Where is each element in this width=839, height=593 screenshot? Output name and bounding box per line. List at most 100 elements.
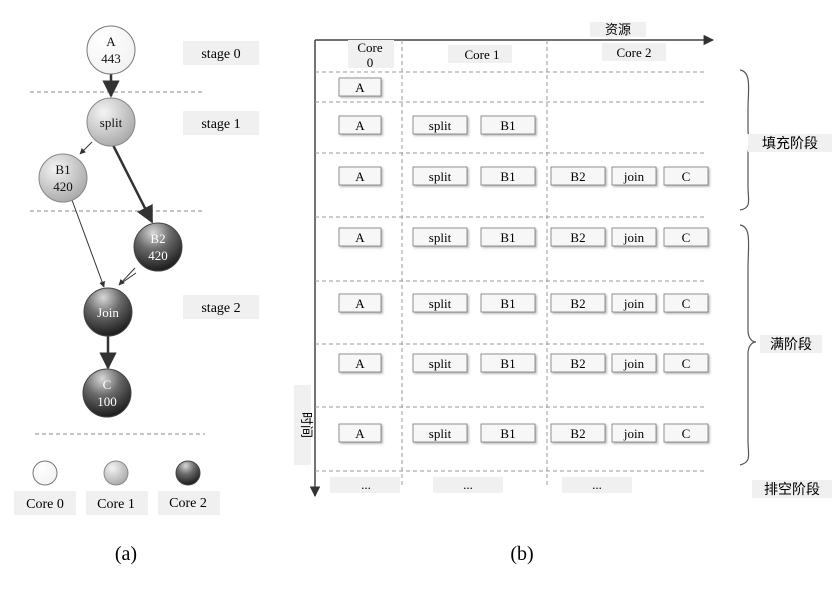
task-cell-b2: B2 (550, 166, 606, 186)
task-cell-box (611, 423, 657, 443)
ellipsis-core0: ... (361, 477, 371, 492)
ellipsis-core1: ... (463, 477, 473, 492)
legend-core1-label: Core 1 (97, 497, 135, 512)
edge-b1-join (71, 199, 105, 288)
task-cell-c: C (663, 166, 709, 186)
task-cell-b1: B1 (480, 423, 536, 443)
task-cell-a: A (338, 353, 382, 373)
task-cell-label: C (682, 296, 691, 311)
task-cell-label: C (682, 426, 691, 441)
legend-core0-swatch (32, 460, 58, 486)
task-cell-box (550, 293, 606, 313)
task-cell-box (338, 166, 382, 186)
node-c-value: 100 (97, 394, 117, 409)
edge-split-b2 (111, 144, 154, 224)
task-cell-label: A (355, 356, 365, 371)
task-cell-label: B1 (500, 118, 515, 133)
task-cell-box (412, 166, 468, 186)
task-cell-label: B2 (570, 356, 585, 371)
node-join-name: Join (97, 305, 119, 320)
caption-b: (b) (510, 543, 533, 565)
task-cell-label: C (682, 230, 691, 245)
task-cell-label: B1 (500, 356, 515, 371)
task-cell-box (338, 227, 382, 247)
caption-a: (a) (115, 543, 137, 565)
panel-a: stage 0 stage 1 stage 2 A 443 split B1 4… (14, 25, 259, 565)
task-cell-box (611, 227, 657, 247)
task-cell-label: C (682, 356, 691, 371)
task-cell-label: A (355, 296, 365, 311)
task-cell-label: A (355, 80, 365, 95)
phase-drain-label: 排空阶段 (764, 482, 820, 498)
task-cell-b1: B1 (480, 166, 536, 186)
task-cell-box (663, 353, 709, 373)
task-cell-c: C (663, 293, 709, 313)
task-cell-label: C (682, 169, 691, 184)
legend-core2-swatch (175, 460, 201, 486)
node-b1: B1 420 (38, 153, 88, 203)
node-join: Join (83, 287, 133, 337)
time-axis-label: 时间 (299, 412, 314, 438)
task-cell-label: A (355, 426, 365, 441)
schedule-cells: A A split B1 A split B1 B2 join C A split B1 B2 join C A… (338, 77, 709, 443)
stage-label-box (183, 295, 259, 319)
task-cell-b1: B1 (480, 227, 536, 247)
task-cell-box (480, 227, 536, 247)
task-cell-box (611, 166, 657, 186)
brace-full-phase (739, 224, 757, 466)
task-cell-label: B2 (570, 426, 585, 441)
task-cell-split: split (412, 423, 468, 443)
task-cell-box (338, 423, 382, 443)
edge-split-b1 (79, 141, 93, 155)
resource-axis-label: 资源 (605, 22, 631, 37)
col-header-core0-word: Core (357, 40, 383, 55)
stage-0-label: stage 0 (201, 47, 240, 62)
col-header-core2: Core 2 (616, 45, 651, 60)
task-cell-box (480, 293, 536, 313)
task-cell-box (338, 293, 382, 313)
task-cell-label: B2 (570, 169, 585, 184)
edge-b2-join-arrow (118, 267, 136, 286)
task-cell-box (480, 115, 536, 135)
task-cell-a: A (338, 166, 382, 186)
node-b2: B2 420 (133, 222, 183, 272)
stage-1-label: stage 1 (201, 117, 240, 132)
task-cell-a: A (338, 293, 382, 313)
task-cell-label: A (355, 230, 365, 245)
task-cell-join: join (611, 227, 657, 247)
node-b2-value: 420 (148, 248, 168, 263)
col-header-core0-num: 0 (367, 55, 374, 70)
task-cell-box (663, 423, 709, 443)
node-b2-name: B2 (150, 231, 165, 246)
node-split-name: split (100, 115, 123, 130)
task-cell-box (550, 166, 606, 186)
task-cell-label: split (429, 169, 452, 184)
task-cell-box (338, 77, 382, 97)
task-cell-box (480, 353, 536, 373)
task-cell-box (663, 293, 709, 313)
node-a-value: 443 (101, 51, 121, 66)
node-a: A 443 (86, 25, 136, 75)
task-cell-box (412, 293, 468, 313)
task-cell-b1: B1 (480, 353, 536, 373)
stage-2-label: stage 2 (201, 301, 240, 316)
task-cell-label: join (623, 296, 645, 311)
ellipsis-core2: ... (592, 477, 602, 492)
task-cell-label: B1 (500, 296, 515, 311)
task-cell-a: A (338, 77, 382, 97)
node-b1-value: 420 (53, 179, 73, 194)
task-cell-a: A (338, 115, 382, 135)
task-cell-label: split (429, 118, 452, 133)
node-c: C 100 (82, 368, 132, 418)
task-cell-box (338, 115, 382, 135)
task-cell-label: join (623, 356, 645, 371)
task-cell-c: C (663, 353, 709, 373)
node-b1-name: B1 (55, 162, 70, 177)
task-cell-label: B1 (500, 169, 515, 184)
task-cell-label: B1 (500, 230, 515, 245)
task-cell-join: join (611, 293, 657, 313)
task-cell-join: join (611, 423, 657, 443)
task-cell-split: split (412, 115, 468, 135)
task-cell-c: C (663, 227, 709, 247)
